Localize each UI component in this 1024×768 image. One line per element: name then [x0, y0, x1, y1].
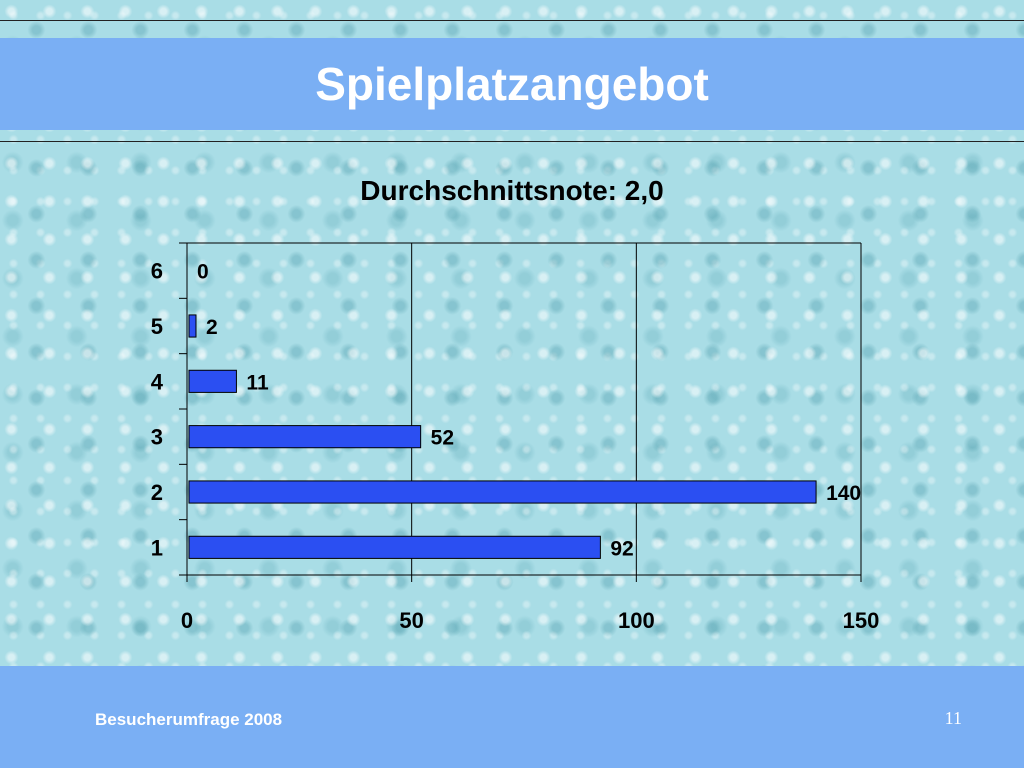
y-tick-label: 5: [151, 314, 163, 339]
y-tick-label: 6: [151, 259, 163, 284]
title-band: Spielplatzangebot: [0, 38, 1024, 130]
bar: [188, 369, 237, 393]
x-tick-label: 150: [843, 608, 880, 633]
data-label: 0: [197, 261, 209, 284]
y-tick-label: 1: [151, 535, 163, 560]
data-label: 92: [610, 537, 633, 560]
data-label: 11: [246, 371, 269, 394]
bar: [188, 480, 817, 504]
top-rule: [0, 20, 1024, 21]
bar: [188, 314, 197, 338]
title-rule: [0, 141, 1024, 142]
y-tick-label: 2: [151, 480, 163, 505]
footer-band: Besucherumfrage 2008 11: [0, 666, 1024, 768]
x-tick-label: 50: [399, 608, 423, 633]
y-tick-label: 3: [151, 425, 163, 450]
data-label: 2: [206, 316, 218, 339]
slide-title: Spielplatzangebot: [315, 58, 709, 110]
data-label: 140: [826, 482, 861, 505]
page-number: 11: [944, 708, 962, 728]
chart-title: Durchschnittsnote: 2,0: [360, 175, 663, 206]
bar: [188, 425, 422, 449]
x-tick-label: 100: [618, 608, 655, 633]
x-tick-label: 0: [181, 608, 193, 633]
bar: [188, 535, 601, 559]
footer-text: Besucherumfrage 2008: [95, 710, 283, 729]
y-tick-label: 4: [151, 369, 164, 394]
data-label: 52: [431, 427, 454, 450]
